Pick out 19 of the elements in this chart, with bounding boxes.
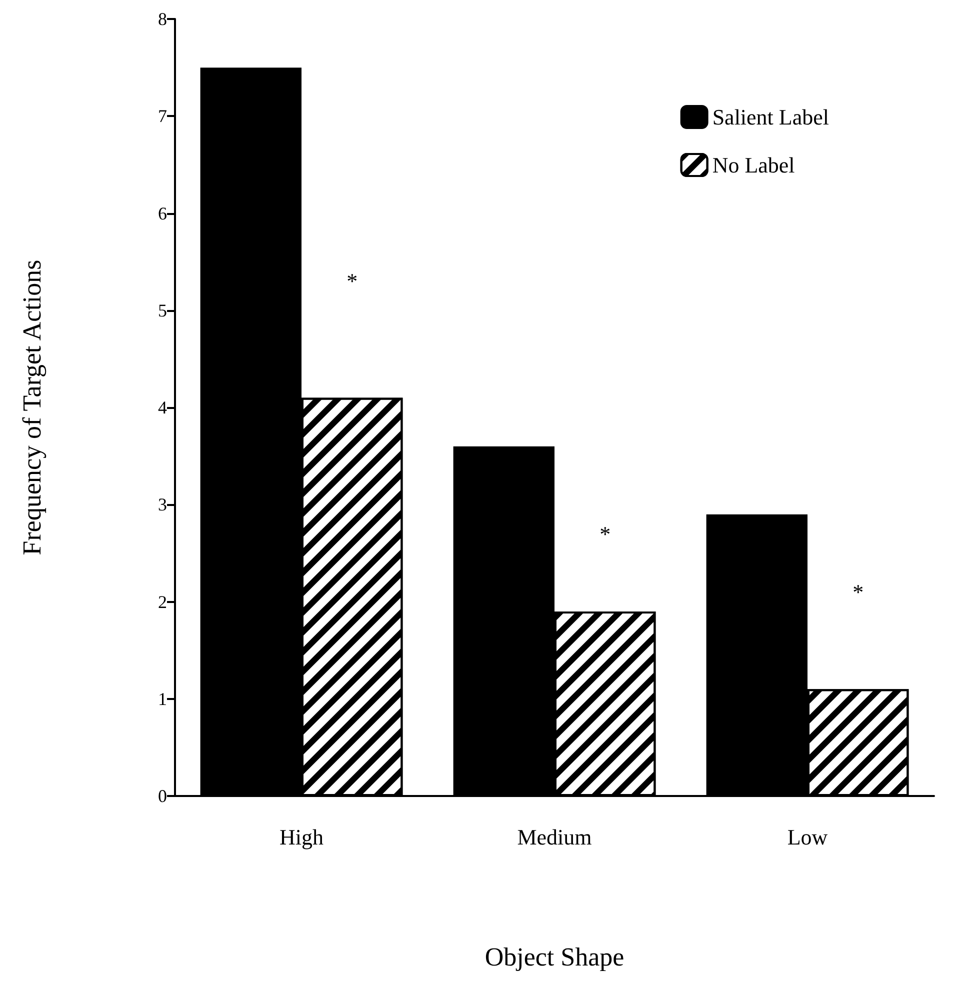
annotation: * (346, 268, 358, 294)
x-tick-label: Medium (517, 824, 592, 850)
y-tick-label: 2 (158, 592, 167, 612)
annotation: * (852, 580, 864, 605)
y-tick-label: 5 (158, 300, 167, 320)
y-tick-label: 1 (158, 688, 167, 709)
annotation: * (600, 521, 611, 546)
legend-label: No Label (712, 152, 795, 178)
y-tick-label: 6 (158, 203, 167, 224)
legend-label: Salient Label (712, 104, 830, 130)
y-axis-title: Frequency of Target Actions (18, 260, 46, 556)
x-axis-title: Object Shape (484, 942, 624, 972)
y-tick-label: 7 (158, 106, 167, 126)
y-tick-label: 4 (158, 398, 167, 418)
y-tick-label: 3 (158, 494, 167, 515)
y-tick-label: 0 (158, 786, 167, 806)
y-tick-label: 8 (158, 9, 167, 29)
x-tick-label: High (280, 824, 324, 850)
x-tick-label: Low (787, 824, 828, 850)
